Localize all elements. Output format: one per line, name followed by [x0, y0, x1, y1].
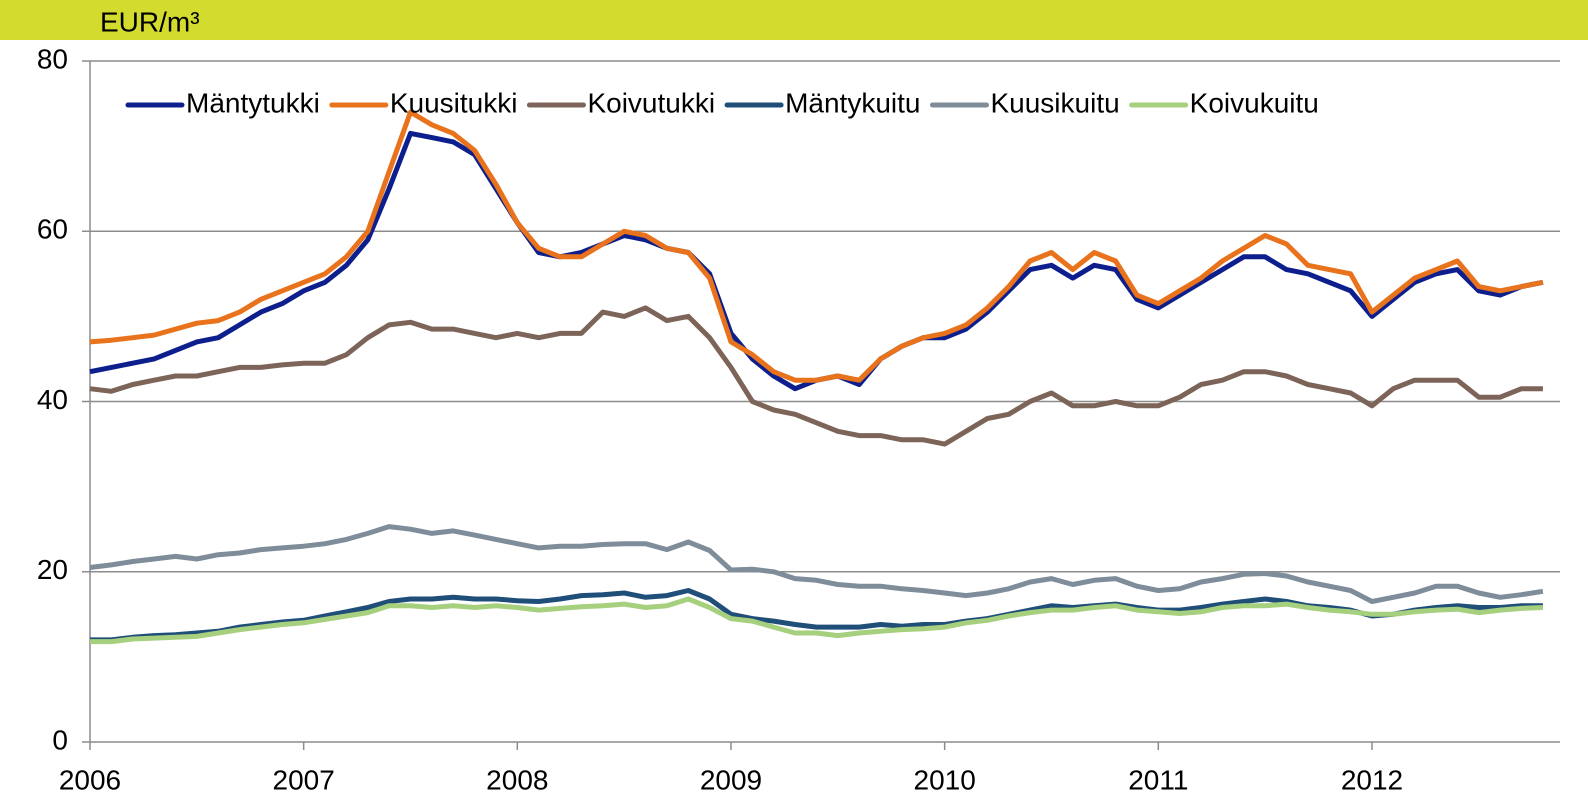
legend-label: Kuusitukki: [390, 87, 518, 118]
y-tick-label: 60: [37, 214, 68, 245]
x-tick-label: 2006: [59, 764, 121, 795]
series-line: [89, 109, 1544, 383]
y-tick-label: 0: [52, 724, 68, 755]
y-tick-label: 80: [37, 43, 68, 74]
y-tick-label: 20: [37, 554, 68, 585]
x-tick-label: 2007: [273, 764, 335, 795]
series-line: [89, 305, 1543, 447]
y-axis-title: EUR/m³: [100, 6, 200, 37]
legend-label: Koivutukki: [587, 87, 715, 118]
legend-label: Mäntykuitu: [785, 87, 920, 118]
legend-label: Koivukuitu: [1190, 87, 1319, 118]
legend-label: Kuusikuitu: [990, 87, 1119, 118]
legend-label: Mäntytukki: [186, 87, 320, 118]
y-tick-label: 40: [37, 384, 68, 415]
x-tick-label: 2008: [486, 764, 548, 795]
series-line: [89, 130, 1544, 392]
x-tick-label: 2010: [914, 764, 976, 795]
x-tick-label: 2009: [700, 764, 762, 795]
header-band: [0, 0, 1588, 40]
x-tick-label: 2012: [1341, 764, 1403, 795]
series-line: [90, 596, 1544, 645]
series-line: [89, 524, 1544, 604]
x-tick-label: 2011: [1128, 764, 1188, 795]
